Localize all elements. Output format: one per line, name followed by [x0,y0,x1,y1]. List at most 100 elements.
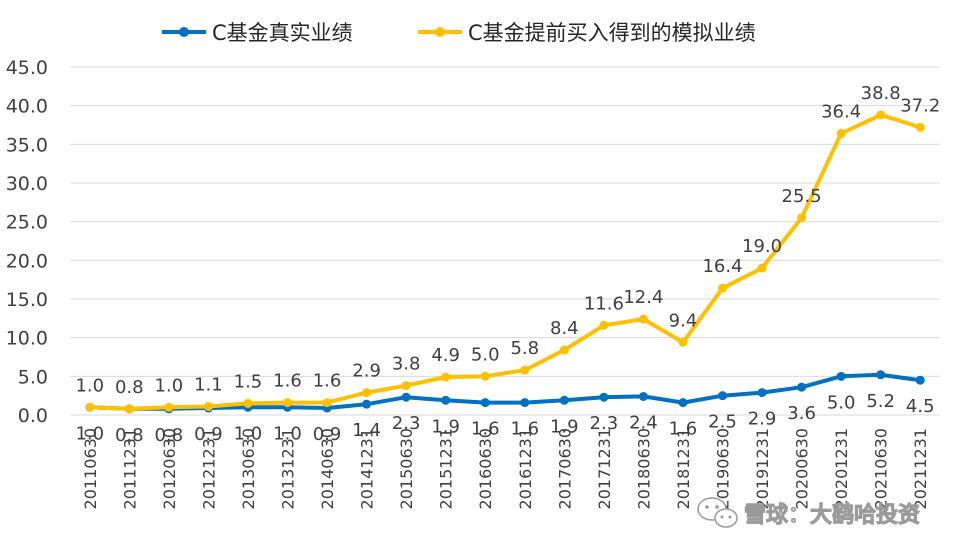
data-label: 11.6 [584,293,624,314]
x-tick-label: 20180630 [634,428,653,509]
data-label: 1.9 [550,416,579,437]
data-point [599,320,609,330]
data-point [85,402,95,412]
wechat-icon [697,497,738,528]
data-point [322,398,332,408]
x-tick-label: 20150630 [397,428,416,509]
data-point [559,395,569,405]
data-label: 1.4 [352,420,381,441]
series-line [89,372,921,411]
data-label: 2.4 [629,412,658,433]
y-tick-label: 40.0 [6,96,48,118]
x-tick-label: 20210630 [872,428,891,509]
data-point [797,213,807,223]
data-label: 0.8 [115,425,144,446]
data-point [876,110,886,120]
data-label: 1.6 [669,419,698,440]
data-label: 16.4 [702,256,742,277]
x-tick-label: 20170630 [555,428,574,509]
data-point [678,337,688,347]
legend-label: C基金真实业绩 [212,21,353,45]
data-label: 2.9 [352,361,381,382]
data-point [836,371,846,381]
x-tick-label: 20211231 [911,428,930,509]
data-point [520,365,530,375]
data-point [757,388,767,398]
x-tick-label: 20200630 [793,428,812,509]
data-point [441,372,451,382]
watermark-text: 雪球：大鹞哈投资 [744,502,920,528]
x-axis: 20110630 20111231 20120630 20121231 20130630… [81,428,930,509]
x-tick-label: 20110630 [81,428,100,509]
x-tick-label: 20161231 [516,428,535,509]
x-tick-label: 20160630 [476,428,495,509]
data-point [480,398,490,408]
data-point [915,375,925,385]
data-label: 5.0 [471,344,500,365]
data-label: 4.9 [431,345,460,366]
data-point [164,402,174,412]
legend-label: C基金提前买入得到的模拟业绩 [468,21,756,45]
data-label: 3.8 [392,354,421,375]
data-point [638,391,648,401]
x-tick-label: 20151231 [437,428,456,509]
x-tick-label: 20131231 [279,428,298,509]
data-point [283,398,292,408]
data-label: 2.9 [748,409,777,430]
data-point [638,314,648,324]
legend-marker [435,27,445,37]
y-tick-label: 0.0 [18,405,48,427]
gridlines [70,66,940,416]
data-label: 3.6 [787,403,816,424]
x-tick-label: 20111231 [120,428,139,509]
data-point [124,404,134,414]
data-label: 1.0 [75,375,104,396]
data-label: 5.0 [827,392,856,413]
data-label: 25.5 [782,186,822,207]
legend-marker [179,27,189,37]
data-point [757,263,767,273]
x-tick-label: 20121231 [199,428,218,509]
data-label: 1.0 [273,423,302,444]
y-tick-label: 10.0 [6,328,48,350]
data-label: 1.1 [194,374,223,395]
data-label: 0.8 [155,425,184,446]
watermark: 雪球：大鹞哈投资 [697,497,920,528]
series-line [89,112,921,411]
data-label: 1.0 [155,375,184,396]
data-label: 5.8 [510,338,539,359]
data-point [401,392,411,402]
data-point [718,391,727,401]
data-label: 8.4 [550,318,579,339]
data-point [876,370,886,380]
data-label: 1.6 [471,419,500,440]
data-label: 1.6 [510,419,539,440]
y-tick-label: 20.0 [6,250,48,272]
data-label: 9.4 [669,310,698,331]
y-tick-label: 25.0 [6,212,48,234]
data-point [362,388,372,398]
data-point [836,129,846,139]
data-point [480,371,490,381]
data-label: 1.5 [234,371,263,392]
data-label: 1.0 [234,423,263,444]
y-tick-label: 45.0 [6,57,48,79]
data-labels: 1.0 0.8 0.8 0.9 1.0 1.0 0.9 1.4 2.3 1.9 1.6 1.6 1.9 2… [75,83,940,446]
data-point [678,398,688,408]
y-tick-label: 5.0 [18,366,48,388]
data-point [718,283,727,293]
data-label: 5.2 [866,391,895,412]
data-point [401,381,411,391]
data-label: 4.5 [906,396,935,417]
data-label: 1.6 [313,371,342,392]
data-point [797,382,807,392]
y-tick-label: 15.0 [6,289,48,311]
data-label: 0.9 [313,424,342,445]
data-label: 2.5 [708,412,737,433]
legend: C基金真实业绩 C基金提前买入得到的模拟业绩 [162,21,756,45]
y-tick-label: 35.0 [6,134,48,156]
data-point [599,392,609,402]
data-label: 1.9 [431,416,460,437]
data-point [559,345,569,355]
